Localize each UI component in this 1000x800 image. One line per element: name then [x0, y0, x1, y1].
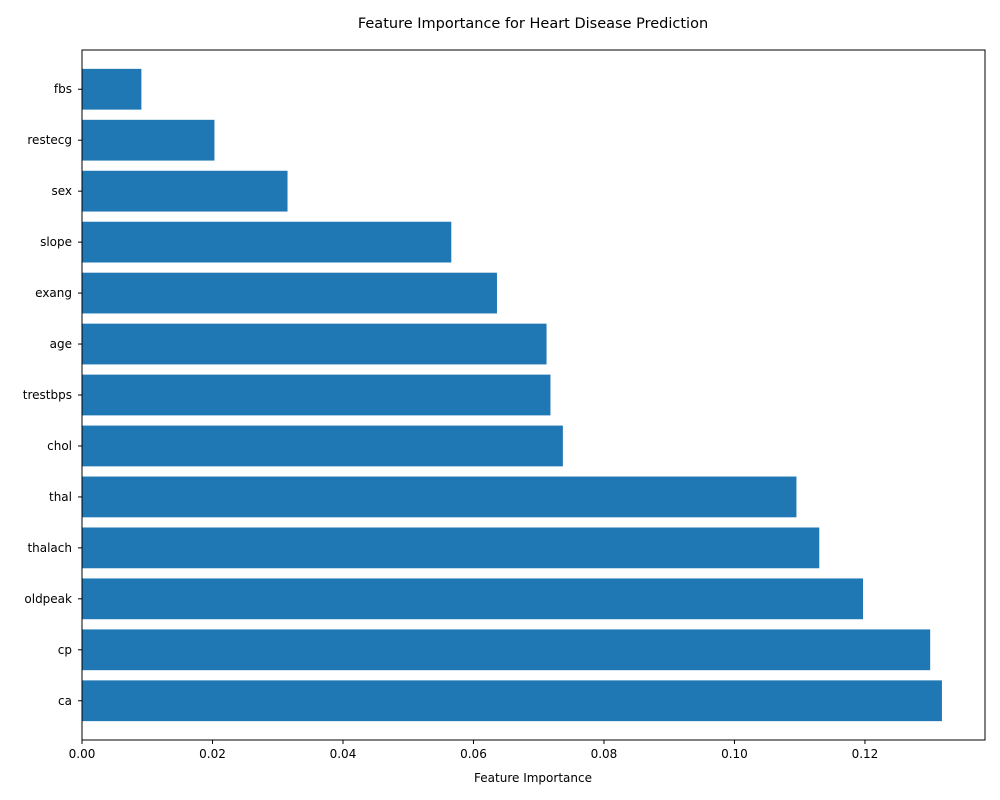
bar-age	[82, 323, 547, 365]
x-tick-label: 0.08	[591, 747, 618, 761]
bar-fbs	[82, 68, 142, 110]
y-tick-label: chol	[47, 439, 72, 453]
y-tick-label: fbs	[54, 82, 72, 96]
y-tick-label: slope	[40, 235, 72, 249]
bars-layer	[82, 68, 942, 722]
chart-title: Feature Importance for Heart Disease Pre…	[358, 16, 708, 32]
x-tick-label: 0.02	[199, 747, 226, 761]
y-tick-label: thalach	[27, 541, 72, 555]
y-tick-label: thal	[49, 490, 72, 504]
bar-cp	[82, 629, 931, 671]
x-tick-label: 0.06	[460, 747, 487, 761]
y-tick-label: exang	[35, 286, 72, 300]
bar-oldpeak	[82, 578, 863, 620]
x-tick-label: 0.00	[69, 747, 96, 761]
y-tick-label: restecg	[27, 133, 72, 147]
plot-frame	[81, 49, 986, 741]
bar-thal	[82, 476, 797, 518]
bar-exang	[82, 272, 497, 314]
y-tick-label: trestbps	[23, 388, 72, 402]
x-tick-label: 0.10	[721, 747, 748, 761]
bar-restecg	[82, 119, 215, 161]
x-tick-label: 0.12	[852, 747, 879, 761]
bar-sex	[82, 170, 288, 212]
y-tick-label: sex	[51, 184, 72, 198]
y-tick-label: age	[50, 337, 72, 351]
y-tick-label: oldpeak	[24, 592, 72, 606]
x-tick-label: 0.04	[330, 747, 357, 761]
bar-trestbps	[82, 374, 551, 416]
bar-thalach	[82, 527, 820, 569]
bar-chol	[82, 425, 563, 467]
y-tick-label: cp	[58, 643, 72, 657]
x-axis-title: Feature Importance	[474, 771, 592, 785]
ticks-layer: ca cp oldpeak thalach thal chol trestbps age exa…	[23, 82, 879, 761]
bar-slope	[82, 221, 452, 263]
bar-ca	[82, 680, 942, 722]
y-tick-label: ca	[58, 694, 72, 708]
